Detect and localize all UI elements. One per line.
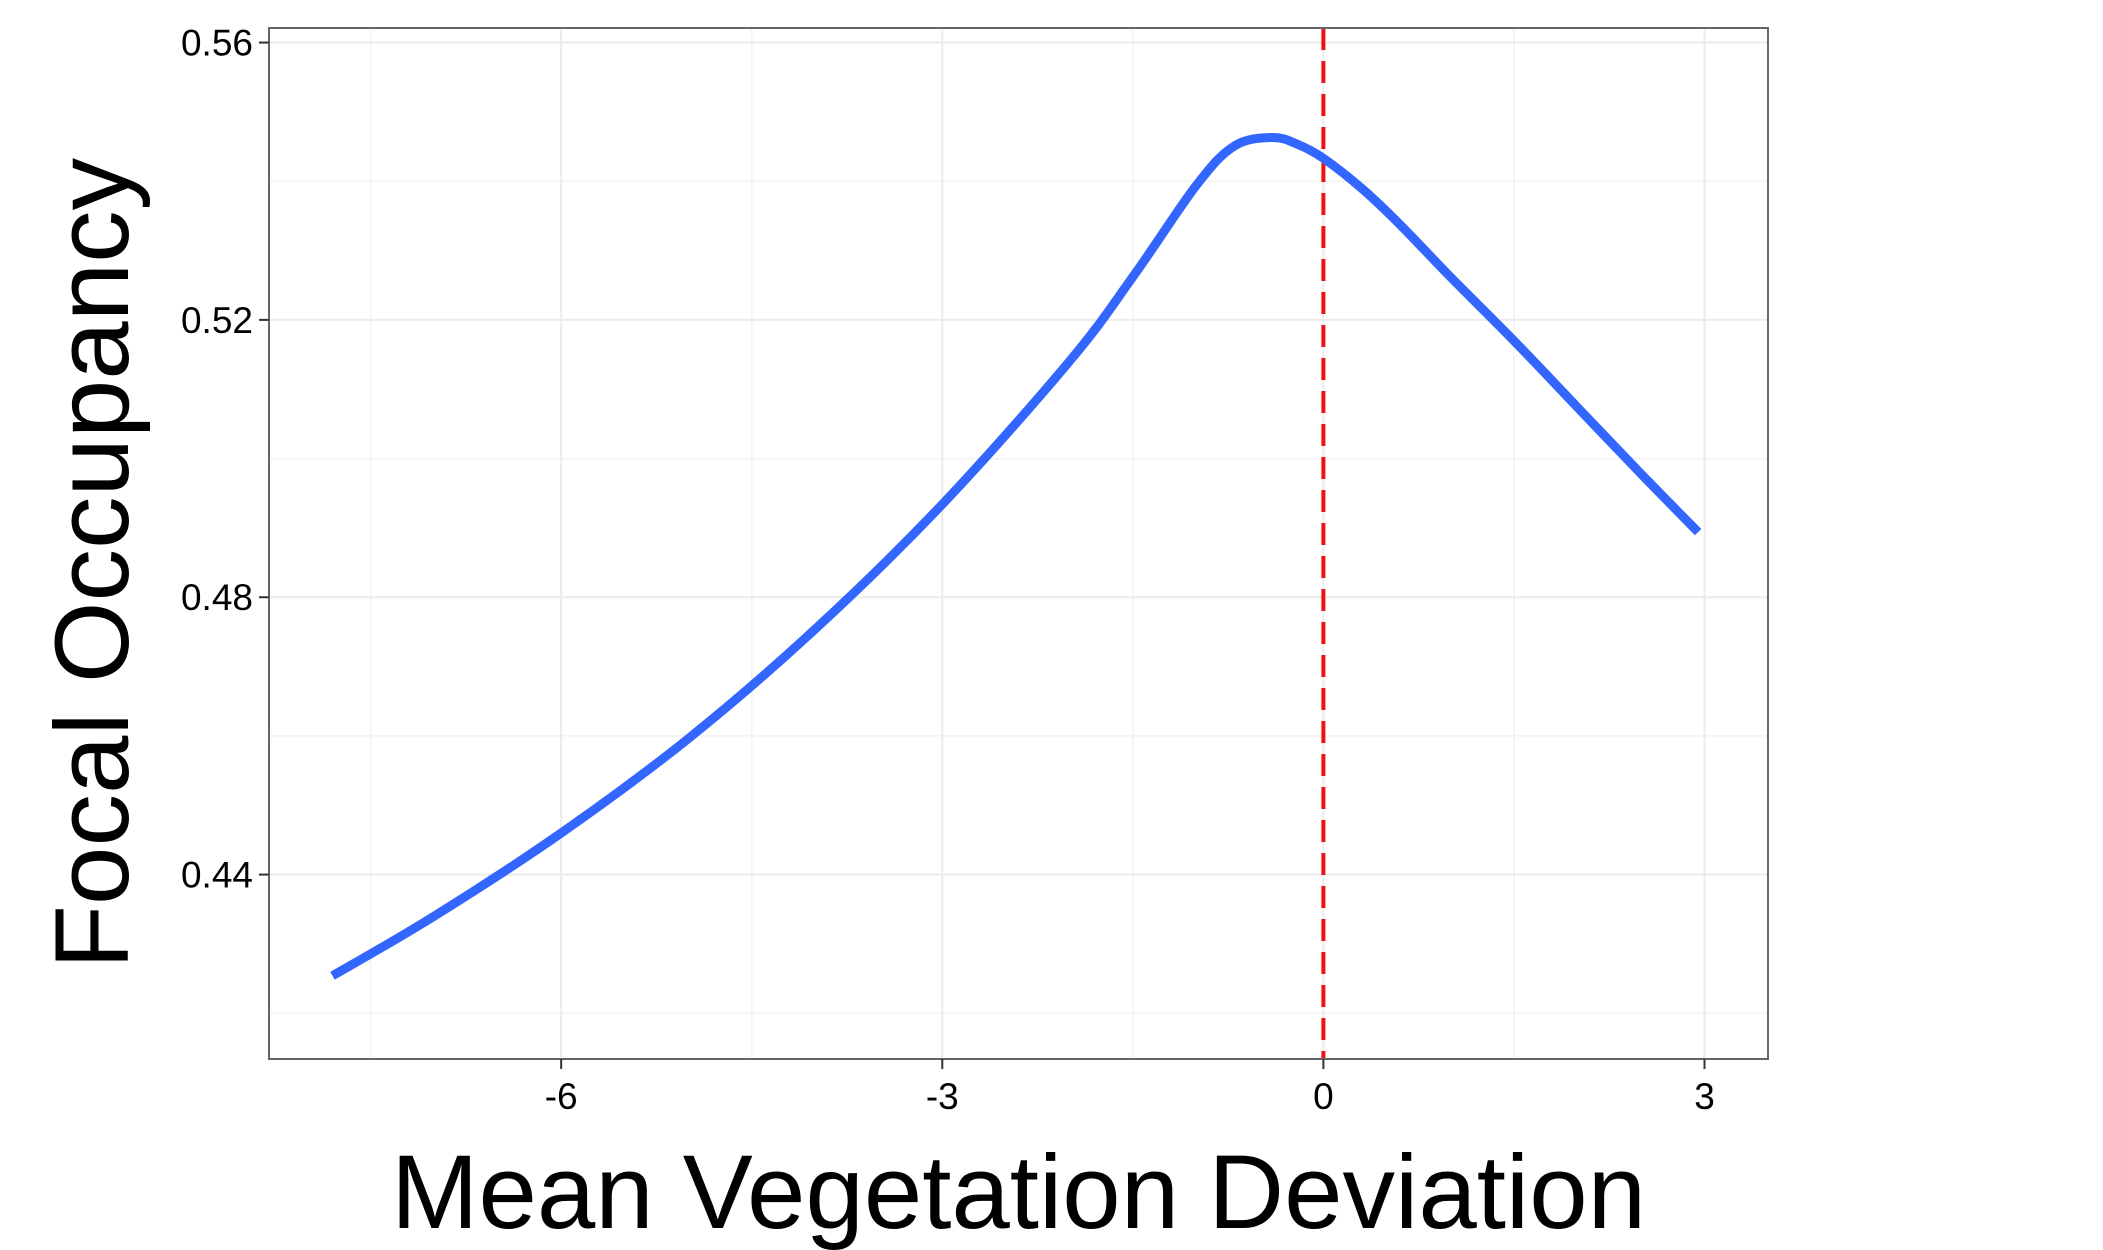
y-axis: 0.44 0.48 0.52 0.56 xyxy=(181,23,269,896)
y-tick-label: 0.44 xyxy=(181,855,253,896)
minor-gridlines xyxy=(269,28,1768,1059)
series-layer xyxy=(330,133,1702,980)
x-tick-label: 0 xyxy=(1313,1076,1334,1117)
x-tick-label: -6 xyxy=(545,1076,578,1117)
plot-panel-border xyxy=(268,27,1769,1060)
y-tick-label: 0.52 xyxy=(181,300,253,341)
major-gridlines xyxy=(269,28,1768,1059)
y-tick-label: 0.48 xyxy=(181,577,253,618)
x-tick-label: 3 xyxy=(1694,1076,1715,1117)
x-axis-title: Mean Vegetation Deviation xyxy=(391,1134,1646,1250)
y-tick-label: 0.56 xyxy=(181,23,253,64)
x-axis: -6 -3 0 3 xyxy=(545,1059,1715,1117)
series-line-0 xyxy=(330,133,1702,980)
x-tick-label: -3 xyxy=(926,1076,959,1117)
y-axis-title: Focal Occupancy xyxy=(34,157,151,969)
